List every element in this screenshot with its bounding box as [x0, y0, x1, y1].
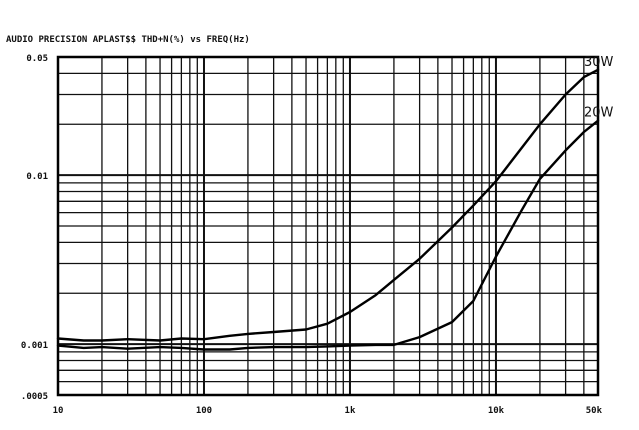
- plot-border: [56, 55, 600, 397]
- series-line-20w: [56, 119, 600, 351]
- series-label-20w: 20W: [584, 106, 614, 121]
- x-tick-label: 10: [53, 406, 64, 416]
- x-tick-label: 10k: [488, 406, 505, 416]
- series-line-30w: [56, 68, 600, 342]
- series-labels: 30W 20W: [584, 55, 614, 121]
- y-tick-label: 0.001: [21, 341, 48, 351]
- y-tick-label: .0005: [21, 392, 48, 402]
- plot-grid: [57, 56, 599, 396]
- plot-frame: [56, 55, 600, 397]
- x-tick-labels: 10 100 1k 10k 50k: [53, 406, 603, 416]
- y-tick-label: 0.01: [26, 172, 48, 182]
- x-tick-label: 50k: [586, 406, 603, 416]
- y-tick-labels: 0.05 0.01 0.001 .0005: [21, 54, 48, 402]
- y-tick-label: 0.05: [26, 54, 48, 64]
- series-lines: [56, 68, 600, 351]
- x-tick-label: 100: [196, 406, 212, 416]
- x-tick-label: 1k: [345, 406, 356, 416]
- chart-title: AUDIO PRECISION APLAST$$ THD+N(%) vs FRE…: [6, 35, 250, 45]
- series-label-30w: 30W: [584, 55, 614, 70]
